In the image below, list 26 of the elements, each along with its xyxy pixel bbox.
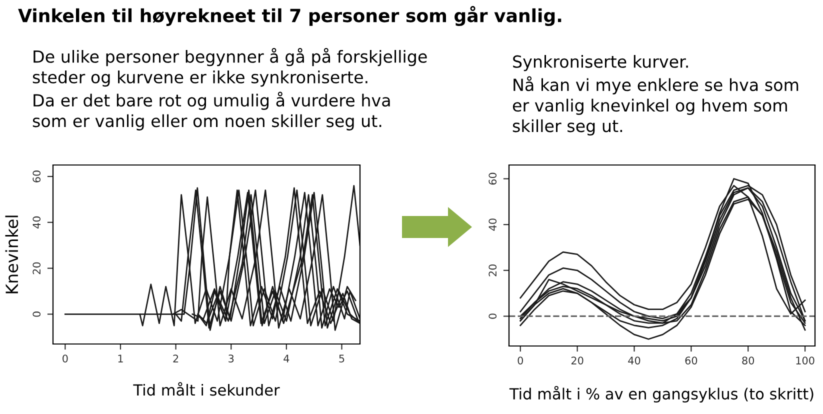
x-tick-label: 40 xyxy=(628,356,640,364)
y-tick-label: 0 xyxy=(488,314,497,319)
x-tick-label: 1 xyxy=(118,354,123,362)
x-tick-label: 5 xyxy=(339,354,344,362)
y-tick-label: 40 xyxy=(488,218,497,231)
y-tick-label: 60 xyxy=(32,170,41,182)
x-tick-label: 2 xyxy=(173,354,178,362)
x-axis-title: Tid målt i sekunder xyxy=(133,382,280,396)
x-tick-label: 60 xyxy=(685,356,698,364)
x-tick-label: 3 xyxy=(228,354,234,362)
x-tick-label: 80 xyxy=(742,356,754,364)
y-tick-label: 0 xyxy=(32,312,41,317)
y-tick-label: 20 xyxy=(32,262,41,274)
chart-subtitle: De ulike personer begynner å gå på forskjellige steder og kurvene er ikke synkroniserte. Da er det bare rot og umulig å vurdere hva som er vanlig eller om noen skiller seg ut. xyxy=(32,48,427,130)
y-tick-label: 60 xyxy=(488,172,497,185)
x-axis-title: Tid målt i % av en gangsyklus (to skritt) xyxy=(509,386,814,403)
x-tick-label: 100 xyxy=(796,356,814,364)
y-axis-title: Knevinkel xyxy=(5,216,18,294)
x-tick-label: 0 xyxy=(518,356,524,364)
x-tick-label: 0 xyxy=(62,354,68,362)
chart-title: Vinkelen til høyrekneet til 7 personer som går vanlig. xyxy=(18,6,562,26)
x-tick-label: 4 xyxy=(284,354,290,362)
y-tick-label: 20 xyxy=(488,264,497,276)
x-tick-label: 20 xyxy=(571,356,584,364)
chart-subtitle: Synkroniserte kurver. Nå kan vi mye enklere se hva som er vanlig knevinkel og hvem som skiller seg ut. xyxy=(512,55,798,136)
y-tick-label: 40 xyxy=(32,216,41,228)
